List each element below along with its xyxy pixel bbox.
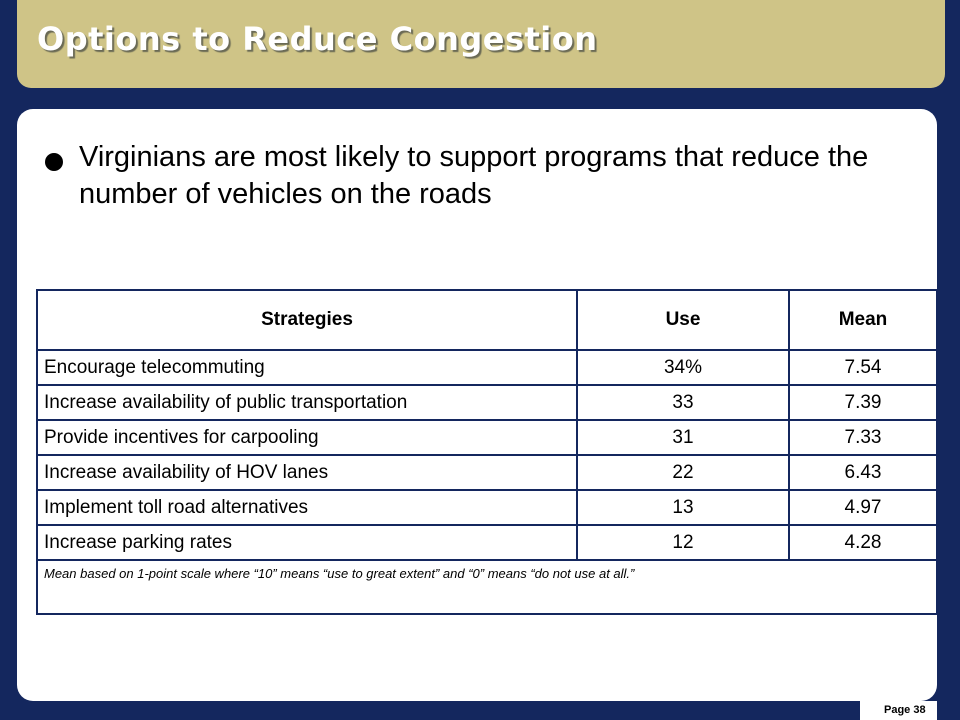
table-footnote: Mean based on 1-point scale where “10” m…	[36, 559, 938, 615]
table-row: Implement toll road alternatives 13 4.97	[36, 489, 938, 526]
use-cell: 34%	[576, 349, 790, 386]
slide-title: Options to Reduce Congestion	[37, 20, 598, 58]
header-use: Use	[576, 289, 790, 351]
header-mean: Mean	[788, 289, 938, 351]
strategy-cell: Increase parking rates	[36, 524, 578, 561]
mean-cell: 4.97	[788, 489, 938, 526]
use-cell: 33	[576, 384, 790, 421]
use-cell: 31	[576, 419, 790, 456]
title-bar: Options to Reduce Congestion	[17, 0, 945, 88]
strategy-cell: Increase availability of HOV lanes	[36, 454, 578, 491]
table-row: Encourage telecommuting 34% 7.54	[36, 349, 938, 386]
mean-cell: 7.33	[788, 419, 938, 456]
bullet-icon	[45, 153, 63, 171]
mean-cell: 7.39	[788, 384, 938, 421]
page-number: Page 38	[884, 704, 926, 716]
table-row: Increase parking rates 12 4.28	[36, 524, 938, 561]
strategy-cell: Implement toll road alternatives	[36, 489, 578, 526]
mean-cell: 4.28	[788, 524, 938, 561]
mean-cell: 6.43	[788, 454, 938, 491]
table-row: Increase availability of HOV lanes 22 6.…	[36, 454, 938, 491]
header-strategies: Strategies	[36, 289, 578, 351]
mean-cell: 7.54	[788, 349, 938, 386]
table-header-row: Strategies Use Mean	[36, 289, 938, 351]
strategies-table: Strategies Use Mean Encourage telecommut…	[36, 289, 938, 615]
strategy-cell: Provide incentives for carpooling	[36, 419, 578, 456]
use-cell: 22	[576, 454, 790, 491]
bullet-text: Virginians are most likely to support pr…	[79, 141, 869, 210]
strategy-cell: Encourage telecommuting	[36, 349, 578, 386]
use-cell: 13	[576, 489, 790, 526]
use-cell: 12	[576, 524, 790, 561]
footer-strip	[860, 701, 937, 720]
strategy-cell: Increase availability of public transpor…	[36, 384, 578, 421]
table-note-row: Mean based on 1-point scale where “10” m…	[36, 559, 938, 615]
table-row: Provide incentives for carpooling 31 7.3…	[36, 419, 938, 456]
table-row: Increase availability of public transpor…	[36, 384, 938, 421]
